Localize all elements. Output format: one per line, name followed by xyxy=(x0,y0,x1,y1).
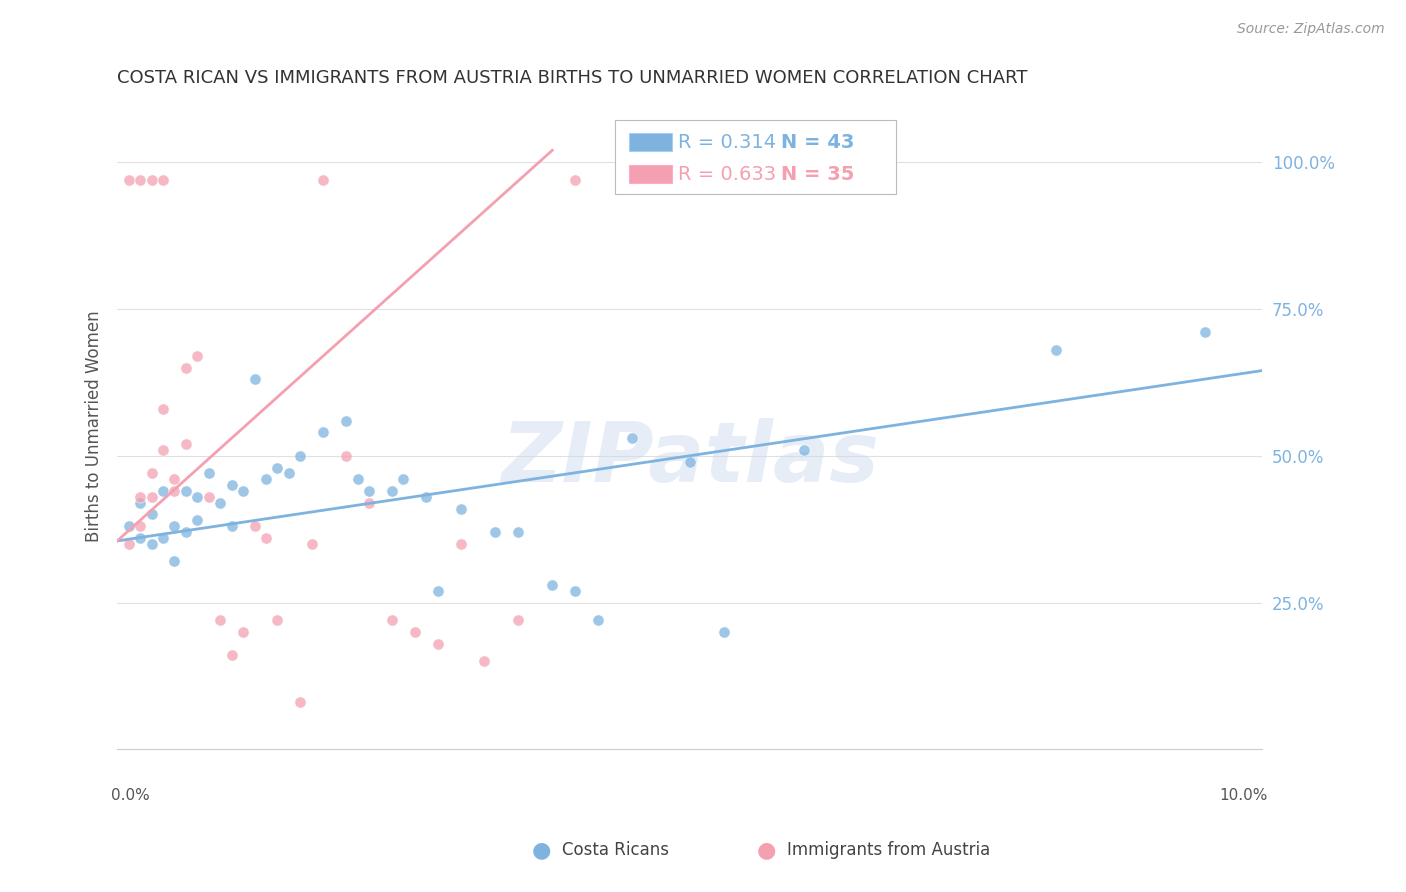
Text: ZIPatlas: ZIPatlas xyxy=(501,418,879,500)
Point xyxy=(678,455,700,469)
Text: ●: ● xyxy=(756,840,776,860)
Point xyxy=(381,613,404,627)
Bar xyxy=(628,165,672,184)
Point xyxy=(277,467,299,481)
Point xyxy=(243,372,266,386)
Point xyxy=(586,613,609,627)
Point xyxy=(426,583,449,598)
Point xyxy=(472,654,495,668)
Point xyxy=(152,442,174,457)
Point xyxy=(290,449,312,463)
Point xyxy=(621,431,644,445)
Point xyxy=(506,525,529,540)
Point xyxy=(117,537,139,551)
Point xyxy=(129,490,152,504)
Point xyxy=(484,525,506,540)
Point xyxy=(564,583,586,598)
Point xyxy=(174,437,197,451)
Text: N = 43: N = 43 xyxy=(782,133,855,152)
Point xyxy=(266,613,288,627)
Point xyxy=(174,483,197,498)
Text: R = 0.633: R = 0.633 xyxy=(678,165,776,184)
Point xyxy=(129,172,152,186)
Point xyxy=(117,172,139,186)
FancyBboxPatch shape xyxy=(616,120,896,194)
Text: 10.0%: 10.0% xyxy=(1219,789,1268,803)
Point xyxy=(141,467,163,481)
Point xyxy=(174,525,197,540)
Point xyxy=(152,172,174,186)
Point xyxy=(197,467,219,481)
Point xyxy=(152,401,174,416)
Bar xyxy=(628,133,672,151)
Point xyxy=(243,519,266,533)
Point xyxy=(450,501,472,516)
Point xyxy=(141,172,163,186)
Point xyxy=(209,613,232,627)
Point xyxy=(141,537,163,551)
Point xyxy=(221,478,243,492)
Point xyxy=(415,490,437,504)
Text: COSTA RICAN VS IMMIGRANTS FROM AUSTRIA BIRTHS TO UNMARRIED WOMEN CORRELATION CHA: COSTA RICAN VS IMMIGRANTS FROM AUSTRIA B… xyxy=(117,69,1028,87)
Point xyxy=(163,519,186,533)
Point xyxy=(426,637,449,651)
Text: N = 35: N = 35 xyxy=(782,165,855,184)
Point xyxy=(129,531,152,545)
Point xyxy=(254,472,277,486)
Point xyxy=(346,472,368,486)
Point xyxy=(301,537,323,551)
Point xyxy=(152,483,174,498)
Y-axis label: Births to Unmarried Women: Births to Unmarried Women xyxy=(86,310,103,542)
Point xyxy=(290,695,312,709)
Point xyxy=(1045,343,1067,357)
Text: Costa Ricans: Costa Ricans xyxy=(562,841,669,859)
Point xyxy=(163,554,186,568)
Point xyxy=(541,578,564,592)
Point xyxy=(392,472,415,486)
Point xyxy=(186,513,208,527)
Point xyxy=(163,483,186,498)
Point xyxy=(335,449,357,463)
Text: 0.0%: 0.0% xyxy=(111,789,150,803)
Point xyxy=(506,613,529,627)
Point xyxy=(221,519,243,533)
Point xyxy=(186,490,208,504)
Point xyxy=(209,496,232,510)
Point xyxy=(232,483,254,498)
Point xyxy=(713,624,735,639)
Point xyxy=(266,460,288,475)
Text: R = 0.314: R = 0.314 xyxy=(678,133,776,152)
Point xyxy=(174,360,197,375)
Point xyxy=(1194,326,1216,340)
Text: ●: ● xyxy=(531,840,551,860)
Point xyxy=(357,496,380,510)
Point xyxy=(129,519,152,533)
Point xyxy=(254,531,277,545)
Point xyxy=(335,413,357,427)
Point xyxy=(404,624,426,639)
Point xyxy=(117,519,139,533)
Point xyxy=(357,483,380,498)
Point xyxy=(152,531,174,545)
Point xyxy=(312,172,335,186)
Text: Immigrants from Austria: Immigrants from Austria xyxy=(787,841,991,859)
Point xyxy=(221,648,243,663)
Point xyxy=(450,537,472,551)
Point xyxy=(197,490,219,504)
Point xyxy=(163,472,186,486)
Point xyxy=(381,483,404,498)
Point xyxy=(141,508,163,522)
Text: Source: ZipAtlas.com: Source: ZipAtlas.com xyxy=(1237,22,1385,37)
Point xyxy=(312,425,335,440)
Point xyxy=(793,442,815,457)
Point xyxy=(141,490,163,504)
Point xyxy=(564,172,586,186)
Point xyxy=(129,496,152,510)
Point xyxy=(232,624,254,639)
Point xyxy=(186,349,208,363)
